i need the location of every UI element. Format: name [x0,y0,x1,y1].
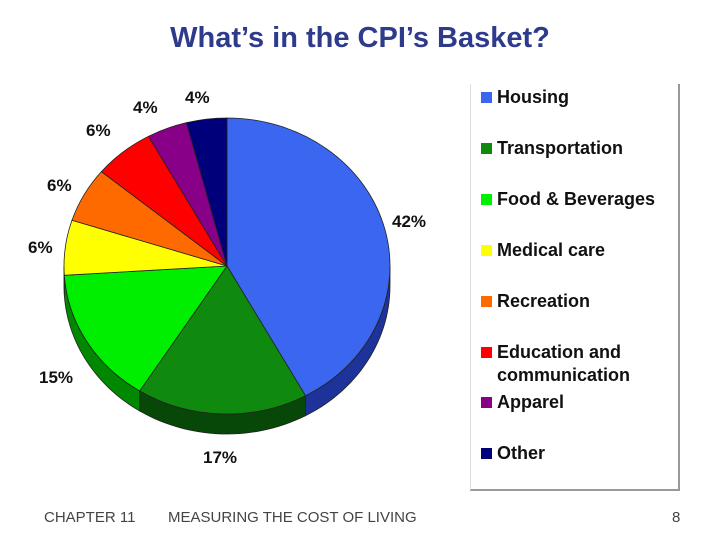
pie-chart [63,117,391,435]
pie-slice-transportation [139,265,307,415]
pie-slice-food-beverages [63,265,228,392]
slice-label-food-beverages: 15% [39,368,74,387]
slice-label-education-communication: 6% [86,121,111,140]
pie-slice-other [185,117,228,267]
slice-label-transportation: 17% [203,448,238,467]
legend-label-medical-care: Medical care [497,240,606,260]
legend-label-transportation: Transportation [497,138,624,158]
legend-label-education-line1: Education and [497,342,622,362]
slice-label-medical-care: 6% [28,238,53,257]
legend-label-education-communication: Education and communication [497,341,630,387]
legend-swatch-medical-care [481,245,492,256]
legend-swatch-food-beverages [481,194,492,205]
pie-slice-housing [226,117,391,397]
legend-item-recreation: Recreation [481,290,590,313]
legend-item-education-communication: Education and communication [481,341,630,387]
legend-swatch-apparel [481,397,492,408]
slice-label-housing: 42% [392,212,427,231]
slice-label-recreation: 6% [47,176,72,195]
legend-label-education-line2: communication [497,365,631,385]
legend-swatch-housing [481,92,492,103]
legend-swatch-transportation [481,143,492,154]
legend-label-recreation: Recreation [497,291,591,311]
legend-swatch-education-communication [481,347,492,358]
legend-item-medical-care: Medical care [481,239,605,262]
legend-label-other: Other [497,443,546,463]
legend-item-food-beverages: Food & Beverages [481,188,655,211]
legend-item-housing: Housing [481,86,569,109]
legend-swatch-other [481,448,492,459]
chart-legend: Housing Transportation Food & Beverages … [470,84,680,491]
slice-label-apparel: 4% [133,98,158,117]
legend-label-food-beverages: Food & Beverages [497,189,656,209]
chart-title: What’s in the CPI’s Basket? [170,22,550,54]
footer-section: MEASURING THE COST OF LIVING [168,509,417,526]
legend-item-transportation: Transportation [481,137,623,160]
legend-item-other: Other [481,442,545,465]
footer-page-number: 8 [672,509,681,526]
legend-swatch-recreation [481,296,492,307]
legend-label-housing: Housing [497,87,569,107]
legend-item-apparel: Apparel [481,391,564,414]
footer-chapter: CHAPTER 11 [44,509,136,526]
legend-label-apparel: Apparel [497,392,565,412]
slice-label-other: 4% [185,88,210,107]
